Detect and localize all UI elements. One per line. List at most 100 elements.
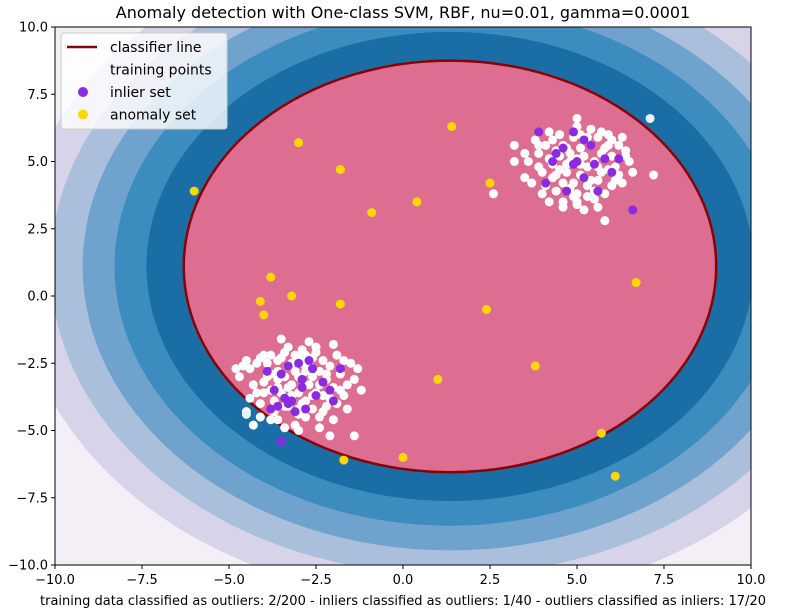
x-tick-label: 7.5 <box>654 573 675 588</box>
training-points-point <box>572 113 582 123</box>
anomaly-set-point <box>398 452 408 462</box>
anomaly-set-point <box>610 471 620 481</box>
training-points-point <box>349 431 359 441</box>
training-points-point <box>255 399 265 409</box>
training-points-point <box>328 339 338 349</box>
training-points-point <box>349 374 359 384</box>
legend-label-inlier-set: inlier set <box>110 85 171 101</box>
plot-area <box>55 27 751 565</box>
inlier-set-point <box>283 361 293 371</box>
inlier-set-point <box>297 374 307 384</box>
training-points-point <box>600 189 610 199</box>
training-points-point <box>579 205 589 215</box>
legend-swatch-training-points <box>78 64 88 75</box>
anomaly-set-point <box>266 272 276 282</box>
training-points-point <box>520 173 530 183</box>
training-points-point <box>579 151 589 161</box>
inlier-region <box>183 60 717 473</box>
training-points-point <box>527 178 537 188</box>
training-points-point <box>248 420 258 430</box>
training-points-point <box>308 404 318 414</box>
inlier-set-point <box>579 173 589 183</box>
x-tick-label: 10.0 <box>737 573 766 588</box>
inlier-set-point <box>607 167 617 177</box>
x-tick-label: −10.0 <box>35 573 75 588</box>
y-tick-label: −2.5 <box>16 357 48 372</box>
training-points-point <box>280 423 290 433</box>
inlier-set-point <box>600 154 610 164</box>
training-points-point <box>248 380 258 390</box>
inlier-set-point <box>325 385 335 395</box>
training-points-point <box>339 356 349 366</box>
training-points-point <box>290 366 300 376</box>
training-points-point <box>534 148 544 158</box>
decision-boundary <box>182 59 718 474</box>
inlier-set-point <box>308 364 318 374</box>
training-points-point <box>245 364 255 374</box>
training-points-point <box>610 175 620 185</box>
training-points-point <box>342 404 352 414</box>
classifier-line <box>182 59 718 474</box>
training-points-point <box>314 423 324 433</box>
inlier-set-point <box>304 356 314 366</box>
inlier-set-point <box>548 157 558 166</box>
legend-swatch-anomaly-set <box>78 109 88 120</box>
training-points-point <box>276 334 286 344</box>
training-points-point <box>318 407 328 417</box>
x-tick-label: −7.5 <box>126 573 158 588</box>
inlier-set-point <box>301 404 311 414</box>
anomaly-set-point <box>259 310 269 320</box>
training-points-point <box>273 415 283 425</box>
training-points-point <box>332 350 342 360</box>
training-points-point <box>589 194 599 204</box>
training-points-point <box>621 151 631 161</box>
inlier-set-point <box>569 127 579 137</box>
anomaly-set-point <box>530 361 540 371</box>
training-points-point <box>586 175 596 185</box>
anomaly-set-point <box>339 455 349 465</box>
inlier-set-point <box>276 436 286 446</box>
legend: classifier line training points inlier set… <box>60 32 228 130</box>
inlier-set-point <box>297 382 307 392</box>
y-tick-label: 2.5 <box>27 222 48 237</box>
inlier-set-point <box>283 399 293 409</box>
legend-label-classifier-line: classifier line <box>110 40 202 56</box>
training-points-point <box>600 216 610 226</box>
training-points-point <box>321 369 331 379</box>
training-points-point <box>342 380 352 390</box>
training-points-point <box>586 124 596 134</box>
x-tick-label: 5.0 <box>567 573 588 588</box>
training-points-point <box>318 356 328 366</box>
anomaly-set-point <box>189 186 199 196</box>
training-points-point <box>509 157 519 166</box>
anomaly-set-point <box>433 374 443 384</box>
inlier-set-point <box>273 401 283 411</box>
anomaly-set-point <box>335 165 345 175</box>
training-points-point <box>541 140 551 150</box>
training-points-point <box>596 127 606 137</box>
training-points-point <box>555 130 565 140</box>
y-tick-label: 7.5 <box>27 88 48 103</box>
training-points-point <box>534 162 544 172</box>
x-axis: −10.0 −7.5 −5.0 −2.5 0.0 2.5 5.0 7.5 10.0 <box>35 565 765 588</box>
inlier-set-point <box>318 377 328 387</box>
training-points-point <box>262 358 272 368</box>
training-points-point <box>558 178 568 188</box>
training-points-point <box>353 364 363 374</box>
inlier-set-point <box>269 385 279 395</box>
anomaly-set-point <box>412 197 422 207</box>
inlier-set-point <box>290 407 300 417</box>
training-points-point <box>569 191 579 201</box>
x-tick-label: −2.5 <box>300 573 332 588</box>
legend-label-training-points: training points <box>110 63 212 79</box>
training-points-point <box>234 372 244 382</box>
y-tick-label: 5.0 <box>27 155 48 170</box>
training-points-point <box>537 189 547 199</box>
training-points-point <box>283 382 293 392</box>
training-points-point <box>231 364 241 374</box>
training-points-point <box>356 385 366 395</box>
inlier-set-point <box>558 143 568 153</box>
training-points-point <box>607 135 617 145</box>
anomaly-set-point <box>596 428 606 438</box>
legend-box <box>60 32 228 130</box>
